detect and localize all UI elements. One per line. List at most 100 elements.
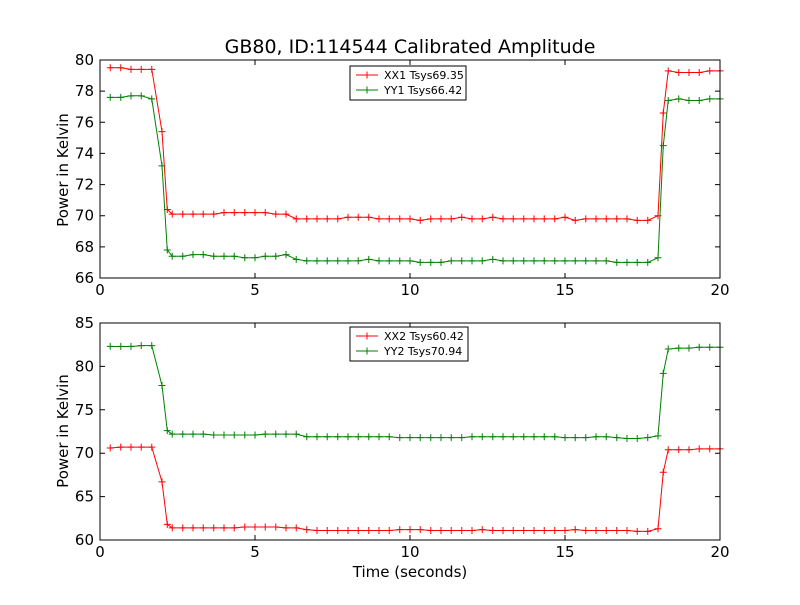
data-point xyxy=(623,526,631,534)
data-point xyxy=(385,215,393,223)
data-point xyxy=(199,210,207,218)
data-point xyxy=(571,434,579,442)
data-point xyxy=(272,430,280,438)
data-point xyxy=(675,344,683,352)
data-point xyxy=(478,215,486,223)
x-tick-label: 15 xyxy=(555,543,574,561)
y-tick-label: 70 xyxy=(75,444,94,462)
data-point xyxy=(659,109,667,117)
data-point xyxy=(220,524,228,532)
data-point xyxy=(210,524,218,532)
data-point xyxy=(365,526,373,534)
data-point xyxy=(447,434,455,442)
data-point xyxy=(602,257,610,265)
data-point xyxy=(437,434,445,442)
data-point xyxy=(323,526,331,534)
data-point xyxy=(561,213,569,221)
data-point xyxy=(478,257,486,265)
data-point xyxy=(354,257,362,265)
y-tick-label: 66 xyxy=(75,269,94,287)
data-point xyxy=(571,257,579,265)
data-point xyxy=(447,257,455,265)
data-point xyxy=(282,251,290,259)
data-point xyxy=(230,431,238,439)
data-point xyxy=(292,215,300,223)
data-point xyxy=(509,257,517,265)
data-point xyxy=(489,213,497,221)
data-point xyxy=(613,434,621,442)
data-point xyxy=(137,65,145,73)
data-point xyxy=(489,255,497,263)
data-point xyxy=(406,526,414,534)
x-tick-label: 10 xyxy=(400,543,419,561)
data-point xyxy=(644,216,652,224)
data-point xyxy=(685,96,693,104)
data-point xyxy=(148,65,156,73)
x-tick-label: 5 xyxy=(250,281,260,299)
data-point xyxy=(106,342,114,350)
data-point xyxy=(344,257,352,265)
data-point xyxy=(323,433,331,441)
data-point xyxy=(602,215,610,223)
data-point xyxy=(168,252,176,260)
data-point xyxy=(261,430,269,438)
data-point xyxy=(158,162,166,170)
data-point xyxy=(163,520,171,528)
data-point xyxy=(633,216,641,224)
data-point xyxy=(199,251,207,259)
legend-marker xyxy=(363,347,371,355)
data-point xyxy=(623,258,631,266)
data-point xyxy=(396,434,404,442)
data-point xyxy=(478,526,486,534)
data-point xyxy=(199,430,207,438)
data-point xyxy=(117,443,125,451)
data-point xyxy=(220,252,228,260)
data-point xyxy=(385,526,393,534)
data-point xyxy=(292,524,300,532)
data-point xyxy=(582,434,590,442)
data-point xyxy=(385,433,393,441)
data-point xyxy=(344,433,352,441)
data-point xyxy=(272,210,280,218)
data-point xyxy=(230,252,238,260)
data-point xyxy=(292,255,300,263)
data-point xyxy=(241,254,249,262)
data-point xyxy=(158,128,166,136)
data-point xyxy=(282,210,290,218)
legend-label: XX2 Tsys60.42 xyxy=(384,330,464,343)
data-point xyxy=(520,433,528,441)
data-point xyxy=(706,67,714,75)
data-point xyxy=(168,430,176,438)
data-point xyxy=(148,342,156,350)
data-point xyxy=(127,443,135,451)
data-point xyxy=(199,524,207,532)
data-point xyxy=(613,258,621,266)
data-point xyxy=(127,342,135,350)
data-point xyxy=(179,252,187,260)
data-point xyxy=(396,215,404,223)
data-point xyxy=(163,246,171,254)
data-point xyxy=(406,257,414,265)
data-point xyxy=(189,524,197,532)
data-point xyxy=(365,433,373,441)
legend-2: XX2 Tsys60.42 YY2 Tsys70.94 xyxy=(349,326,469,362)
panel-2: 0 5 10 15 20 60 65 70 75 80 85 XX2 Tsys60.42 YY2 Tsy… xyxy=(75,314,730,561)
data-point xyxy=(272,252,280,260)
data-point xyxy=(334,215,342,223)
data-point xyxy=(127,92,135,100)
data-point xyxy=(313,526,321,534)
data-point xyxy=(179,210,187,218)
data-point xyxy=(117,342,125,350)
data-point xyxy=(509,215,517,223)
data-point xyxy=(230,524,238,532)
data-point xyxy=(313,433,321,441)
bottom-y-axis-label: Power in Kelvin xyxy=(54,374,72,488)
data-point xyxy=(654,432,662,440)
data-point xyxy=(168,524,176,532)
data-point xyxy=(592,433,600,441)
data-point xyxy=(644,258,652,266)
data-point xyxy=(375,433,383,441)
data-point xyxy=(427,215,435,223)
data-point xyxy=(251,523,259,531)
